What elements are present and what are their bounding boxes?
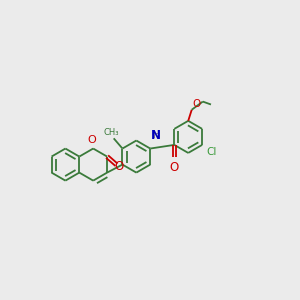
Text: O: O xyxy=(114,160,123,173)
Text: H: H xyxy=(153,130,160,140)
Text: Cl: Cl xyxy=(206,147,216,157)
Text: O: O xyxy=(193,99,201,109)
Text: CH₃: CH₃ xyxy=(104,128,119,136)
Text: N: N xyxy=(151,129,161,142)
Text: O: O xyxy=(170,161,179,174)
Text: O: O xyxy=(87,135,96,145)
